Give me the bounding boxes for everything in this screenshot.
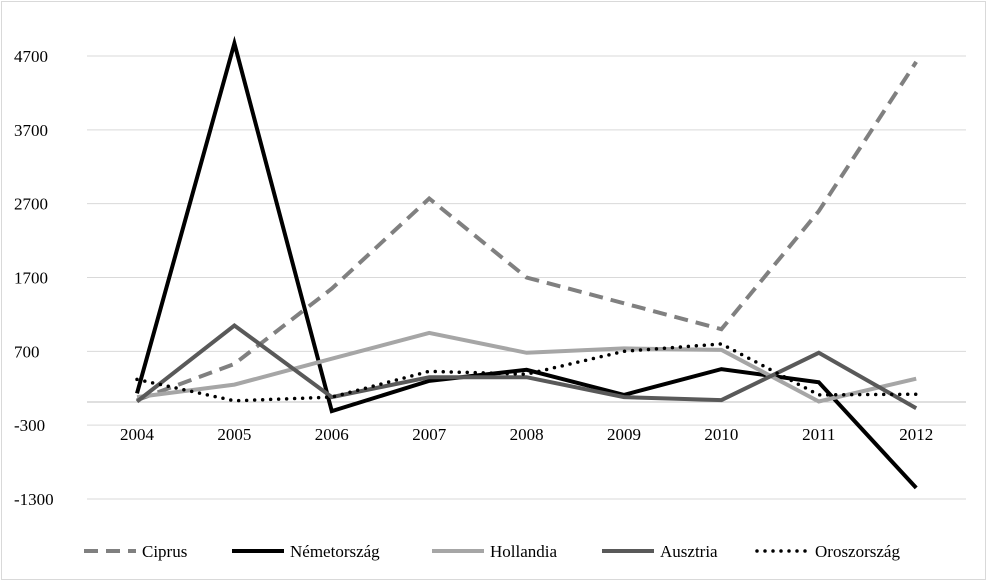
- series-line: [136, 330, 917, 404]
- legend-label: Hollandia: [490, 542, 557, 561]
- y-axis: 4700 3700 2700 1700 700 -300 -1300: [14, 47, 54, 509]
- y-tick-label: -1300: [14, 490, 54, 509]
- legend: Ciprus Németország Hollandia Ausztria Oroszo…: [84, 542, 900, 561]
- y-tick-label: 1700: [14, 269, 48, 288]
- x-tick-label: 2007: [412, 425, 447, 444]
- series-line: [135, 35, 918, 490]
- legend-label: Oroszország: [815, 542, 900, 561]
- y-tick-label: 4700: [14, 47, 48, 66]
- y-tick-label: 3700: [14, 121, 48, 140]
- x-tick-label: 2006: [315, 425, 349, 444]
- legend-label: Németország: [290, 542, 380, 561]
- series-line: [136, 60, 918, 402]
- x-tick-label: 2009: [607, 425, 641, 444]
- x-tick-label: 2008: [510, 425, 544, 444]
- y-tick-label: 700: [14, 342, 40, 361]
- x-tick-label: 2011: [802, 425, 835, 444]
- y-tick-label: -300: [14, 416, 45, 435]
- y-tick-label: 2700: [14, 195, 48, 214]
- legend-label: Ausztria: [660, 542, 718, 561]
- x-tick-label: 2004: [120, 425, 155, 444]
- x-tick-label: 2012: [899, 425, 933, 444]
- x-tick-label: 2005: [217, 425, 251, 444]
- series-line: [135, 322, 918, 410]
- x-tick-label: 2010: [704, 425, 738, 444]
- legend-label: Ciprus: [142, 542, 187, 561]
- series-lines: [135, 35, 918, 490]
- x-axis: 2004 2005 2006 2007 2008 2009 2010 2011 2012: [87, 401, 966, 444]
